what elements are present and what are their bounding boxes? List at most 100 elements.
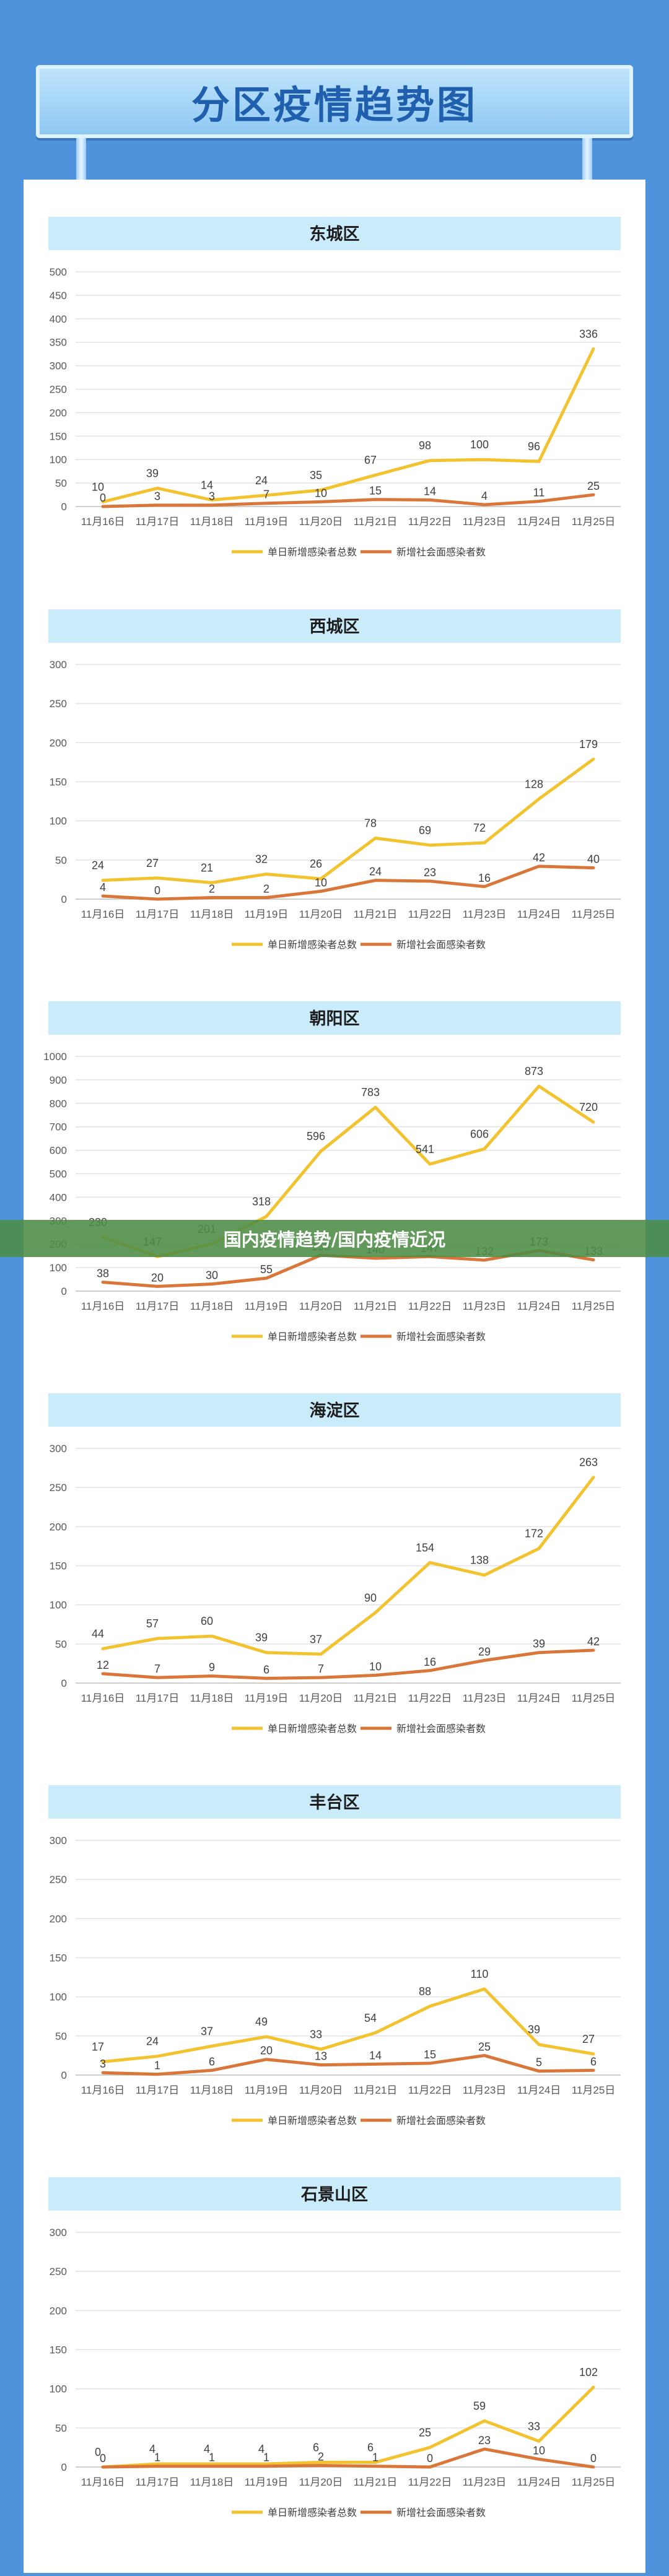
y-tick-label: 1000 [43,1051,67,1063]
y-tick-label: 500 [50,1168,67,1180]
x-tick-label: 11月19日 [245,908,289,920]
data-label: 606 [470,1128,489,1140]
x-tick-label: 11月19日 [245,516,289,528]
chart-3: 朝阳区0100200300400500600700800900100011月16… [43,1001,621,1342]
data-label: 4 [149,2443,155,2455]
y-tick-label: 200 [50,1913,67,1925]
data-label: 179 [579,738,598,751]
data-label: 4 [204,2443,210,2455]
data-label: 23 [424,866,436,879]
data-label: 59 [473,2400,486,2412]
data-label: 10 [533,2444,545,2456]
x-tick-label: 11月24日 [517,2476,561,2488]
data-label: 4 [258,2443,265,2455]
data-label: 96 [528,440,540,453]
x-tick-label: 11月25日 [572,516,616,528]
data-label: 5 [536,2056,542,2069]
data-label: 88 [419,1985,431,1998]
x-tick-label: 11月22日 [408,2084,452,2096]
x-tick-label: 11月25日 [572,908,616,920]
series-line-1 [101,1987,595,2064]
legend-label-2: 新增社会面感染者数 [396,547,486,558]
x-tick-label: 11月19日 [245,2476,289,2488]
legend-label-1: 单日新增感染者总数 [268,2115,357,2126]
x-tick-label: 11月18日 [190,1692,234,1704]
data-label: 37 [201,2025,213,2037]
legend-label-1: 单日新增感染者总数 [268,939,357,951]
data-label: 2 [318,2450,324,2463]
y-tick-label: 400 [50,1191,67,1203]
x-tick-label: 11月25日 [572,2084,616,2096]
x-tick-label: 11月17日 [136,2476,180,2488]
data-label: 16 [478,872,491,884]
x-tick-label: 11月18日 [190,908,234,920]
y-tick-label: 600 [50,1145,67,1157]
data-label: 138 [470,1554,489,1567]
data-label: 39 [255,1632,268,1644]
x-tick-label: 11月16日 [81,2476,125,2488]
data-label: 154 [416,1541,434,1554]
y-tick-label: 450 [50,290,67,302]
data-label: 6 [313,2441,319,2453]
x-tick-label: 11月18日 [190,2476,234,2488]
data-label: 24 [255,474,268,487]
y-tick-label: 0 [61,501,67,513]
y-tick-label: 900 [50,1074,67,1086]
y-tick-label: 100 [50,1599,67,1611]
chart-title: 石景山区 [300,2185,368,2204]
data-label: 20 [151,1271,164,1284]
data-label: 10 [92,481,104,493]
charts-panel: 东城区 0 50 100 150 200 250 300 350 400 450 500 11月16日 1… [24,180,645,2573]
x-tick-label: 11月21日 [354,908,398,920]
data-label: 20 [260,2045,273,2057]
y-tick-label: 100 [50,816,67,827]
x-tick-label: 11月24日 [517,908,561,920]
data-label: 98 [419,440,431,452]
chart-header [48,1001,621,1035]
y-tick-label: 50 [55,2422,67,2434]
data-label: 21 [201,861,213,874]
x-tick-label: 11月21日 [354,516,398,528]
x-tick-label: 11月19日 [245,1300,289,1312]
data-label: 24 [92,859,104,872]
y-tick-label: 50 [55,855,67,866]
chart-header [48,217,621,250]
legend-label-1: 单日新增感染者总数 [268,2507,357,2518]
data-label: 39 [533,1638,545,1650]
x-tick-label: 11月20日 [299,908,343,920]
y-tick-label: 250 [50,698,67,710]
overlay-caption: 国内疫情趋势/国内疫情近况 [223,1229,446,1250]
data-label: 0 [590,2452,597,2465]
y-tick-label: 200 [50,2305,67,2317]
x-tick-label: 11月18日 [190,1300,234,1312]
data-label: 12 [97,1659,109,1671]
legend-label-2: 新增社会面感染者数 [396,2507,486,2518]
x-tick-label: 11月23日 [463,1300,507,1312]
data-label: 60 [201,1615,213,1627]
y-tick-label: 500 [50,266,67,278]
series-line-1 [101,757,595,884]
data-label: 318 [252,1195,271,1208]
x-tick-label: 11月19日 [245,1692,289,1704]
y-tick-label: 100 [50,2383,67,2395]
chart-title: 东城区 [310,224,360,243]
data-label: 49 [255,2016,268,2028]
x-tick-label: 11月22日 [408,516,452,528]
y-tick-label: 50 [55,477,67,489]
x-tick-label: 11月23日 [463,1692,507,1704]
x-tick-label: 11月25日 [572,2476,616,2488]
data-label: 27 [146,857,159,869]
data-label: 39 [146,467,159,479]
series-line-2 [101,493,595,508]
data-label: 6 [590,2055,597,2068]
x-tick-label: 11月24日 [517,516,561,528]
y-tick-label: 0 [61,2461,67,2473]
data-label: 30 [206,1269,218,1282]
x-tick-label: 11月23日 [463,516,507,528]
y-tick-label: 300 [50,1443,67,1455]
data-label: 78 [364,817,377,829]
x-tick-label: 11月20日 [299,2476,343,2488]
data-label: 37 [310,1633,322,1645]
data-label: 69 [419,824,431,837]
data-label: 15 [424,2048,436,2061]
